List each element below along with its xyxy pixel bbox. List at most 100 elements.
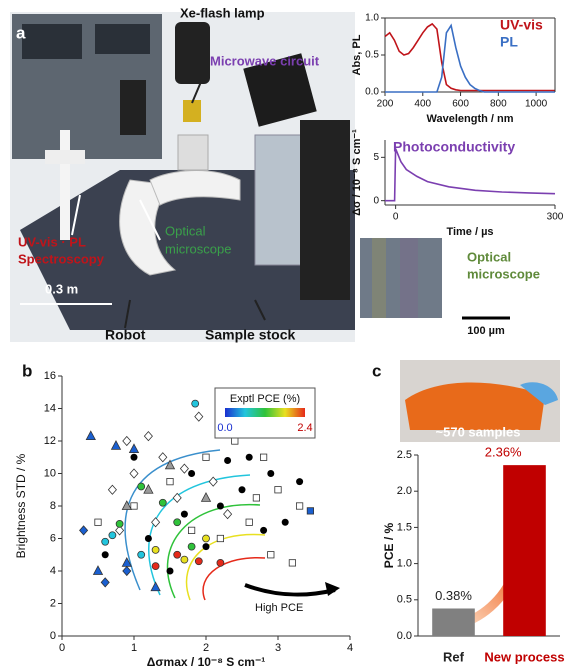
scatter-point [232,438,238,444]
scatter-point [202,493,211,502]
scatter-point [166,460,175,469]
y-tick-label: 4 [50,565,56,577]
scatter-point [203,543,210,550]
y-tick-label: 0.5 [397,594,412,606]
scatter-point [152,546,159,553]
scatter-point [86,431,95,440]
x-axis-label: Time / µs [446,226,493,238]
y-tick-label: 2.5 [397,449,412,461]
scatter-point [181,511,188,518]
annotation: Optical [165,223,206,238]
colorbar-tick-label: 2.4 [297,422,312,434]
scatter-point [130,444,139,453]
annotation: Spectroscopy [18,251,105,266]
annotation: High PCE [255,602,303,614]
scatter-point [246,519,252,525]
x-tick-label: 2 [203,642,209,654]
data-line [385,25,555,92]
scatter-point [102,538,109,545]
scatter-point [131,503,137,509]
y-tick-label: 16 [44,370,56,382]
y-tick-label: 6 [50,532,56,544]
x-tick-label: 1000 [525,99,548,110]
x-tick-label: 0 [59,642,65,654]
scatter-point [94,566,103,575]
y-axis-label: Abs, PL [351,34,363,75]
y-axis-label: PCE / % [382,523,396,569]
scatter-point [188,543,195,550]
data-line [385,149,555,201]
panel-label: b [22,361,32,380]
x-axis-label: Wavelength / nm [427,113,514,125]
scatter-point [151,582,160,591]
legend-label: UV-vis [500,17,543,33]
scatter-point [173,493,181,502]
annotation: Robot [105,327,146,343]
y-tick-label: 0 [373,195,379,206]
scatter-point [123,567,131,576]
y-tick-label: 1.0 [365,13,379,24]
x-tick-label: 400 [414,99,431,110]
x-tick-label: Ref [443,649,465,664]
scatter-point [144,485,153,494]
trend-arrow [245,585,335,595]
scatter-point [195,558,202,565]
annotation: Sample stock [205,327,295,343]
scatter-point [167,478,173,484]
value-label: 2.36% [485,445,522,460]
x-axis-label: Δσmax / 10⁻⁸ S cm⁻¹ [147,655,266,666]
scatter-point [224,457,231,464]
scatter-point [167,568,174,575]
y-axis-label: Δσ / 10⁻⁸ S cm⁻¹ [351,129,363,216]
x-tick-label: 300 [547,212,564,223]
scatter-point [268,552,274,558]
panel-label: a [16,23,26,42]
annotation: microscope [165,241,231,256]
data-line [385,24,555,91]
annotation: ~570 samples [436,424,521,439]
figure: a Xe-flash lamp Microwave circuit UV-vis… [0,0,574,666]
scatter-point [289,560,295,566]
scatter-point [112,441,121,450]
y-tick-label: 0.0 [397,630,412,642]
y-tick-label: 0 [50,630,56,642]
scatter-point [180,464,188,473]
y-tick-label: 14 [44,402,56,414]
annotation: Microwave circuit [210,53,320,68]
scatter-point [296,503,302,509]
scatter-point [95,519,101,525]
scatter-point [188,470,195,477]
x-tick-label: New process [484,649,564,664]
x-tick-label: 3 [275,642,281,654]
panel-label: c [372,361,381,380]
scatter-point [192,400,199,407]
legend-label: Photoconductivity [393,139,515,155]
scatter-point [138,551,145,558]
scatter-point [131,454,138,461]
scatter-point [217,503,224,510]
x-tick-label: 600 [452,99,469,110]
scatter-point [159,453,167,462]
y-tick-label: 10 [44,467,56,479]
y-tick-label: 5 [373,152,379,163]
scatter-point [195,412,203,421]
scatter-point [209,477,217,486]
scatter-point [239,486,246,493]
scatter-point [145,535,152,542]
scatter-point [253,495,259,501]
annotation: microscope [467,266,540,281]
scatter-point [144,432,152,441]
scatter-point [203,535,210,542]
scatter-point [267,470,274,477]
legend-label: PL [500,34,518,50]
scatter-point [174,519,181,526]
annotation: 0.3 m [45,281,78,296]
bar [503,465,546,636]
scatter-point [275,487,281,493]
y-tick-label: 1.5 [397,521,412,533]
scatter-point [260,454,266,460]
scatter-point [130,469,138,478]
y-tick-label: 0.5 [365,50,379,61]
scatter-point [116,520,123,527]
scatter-point [152,563,159,570]
